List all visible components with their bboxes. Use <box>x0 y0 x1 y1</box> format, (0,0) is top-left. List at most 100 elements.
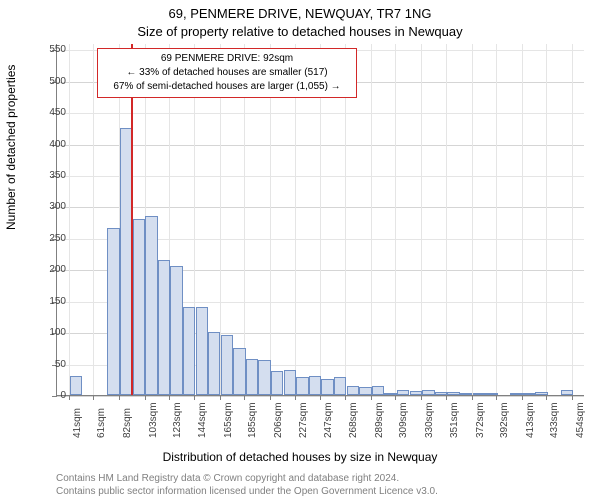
y-tick-label: 350 <box>26 170 66 181</box>
attribution-line: Contains public sector information licen… <box>56 485 438 498</box>
x-tick-label: 82sqm <box>122 408 133 438</box>
histogram-bar <box>473 393 485 395</box>
x-tick <box>446 395 447 400</box>
x-tick <box>244 395 245 400</box>
histogram-bar <box>422 390 434 395</box>
x-tick <box>69 395 70 400</box>
gridline <box>395 44 396 395</box>
attribution-text: Contains HM Land Registry data © Crown c… <box>56 472 438 498</box>
histogram-bar <box>510 393 522 395</box>
histogram-bar <box>170 266 182 395</box>
histogram-bar <box>347 386 359 395</box>
attribution-line: Contains HM Land Registry data © Crown c… <box>56 472 438 485</box>
x-tick-label: 330sqm <box>424 402 435 438</box>
x-tick <box>572 395 573 400</box>
y-tick-label: 250 <box>26 233 66 244</box>
x-tick-label: 227sqm <box>298 402 309 438</box>
x-tick-label: 165sqm <box>223 402 234 438</box>
histogram-bar <box>196 307 208 395</box>
x-tick <box>395 395 396 400</box>
chart-subtitle: Size of property relative to detached ho… <box>0 24 600 39</box>
x-axis-label: Distribution of detached houses by size … <box>0 450 600 464</box>
gridline <box>496 44 497 395</box>
x-tick-label: 185sqm <box>247 402 258 438</box>
x-tick <box>194 395 195 400</box>
x-tick <box>169 395 170 400</box>
x-tick-label: 144sqm <box>197 402 208 438</box>
x-tick-label: 392sqm <box>499 402 510 438</box>
x-tick-label: 433sqm <box>549 402 560 438</box>
histogram-bar <box>221 335 233 395</box>
x-tick-label: 454sqm <box>575 402 586 438</box>
x-tick-label: 247sqm <box>323 402 334 438</box>
histogram-bar <box>183 307 195 395</box>
y-axis-label: Number of detached properties <box>4 65 18 230</box>
histogram-bar <box>145 216 157 395</box>
histogram-bar <box>321 379 333 395</box>
y-tick-label: 200 <box>26 264 66 275</box>
histogram-bar <box>296 377 308 395</box>
histogram-bar <box>372 386 384 395</box>
y-tick-label: 400 <box>26 139 66 150</box>
histogram-bar <box>284 370 296 395</box>
x-tick <box>546 395 547 400</box>
x-tick <box>119 395 120 400</box>
x-tick <box>421 395 422 400</box>
histogram-bar <box>447 392 459 395</box>
x-tick <box>270 395 271 400</box>
gridline <box>522 44 523 395</box>
x-tick-label: 61sqm <box>96 408 107 438</box>
plot-area: 69 PENMERE DRIVE: 92sqm← 33% of detached… <box>56 44 584 396</box>
x-tick <box>496 395 497 400</box>
infobox-smaller: ← 33% of detached houses are smaller (51… <box>104 66 350 80</box>
histogram-bar <box>271 371 283 395</box>
histogram-bar <box>70 376 82 395</box>
x-tick <box>345 395 346 400</box>
histogram-bar <box>485 393 497 396</box>
histogram-bar <box>208 332 220 395</box>
histogram-bar <box>435 392 447 395</box>
x-tick-label: 372sqm <box>475 402 486 438</box>
histogram-bar <box>309 376 321 395</box>
histogram-bar <box>233 348 245 395</box>
histogram-bar <box>523 393 535 395</box>
chart-container: 69, PENMERE DRIVE, NEWQUAY, TR7 1NG Size… <box>0 0 600 500</box>
histogram-bar <box>158 260 170 395</box>
y-tick-label: 0 <box>26 390 66 401</box>
property-infobox: 69 PENMERE DRIVE: 92sqm← 33% of detached… <box>97 48 357 98</box>
infobox-main: 69 PENMERE DRIVE: 92sqm <box>104 52 350 66</box>
x-tick <box>472 395 473 400</box>
x-tick-label: 413sqm <box>525 402 536 438</box>
histogram-bar <box>359 387 371 395</box>
x-tick-label: 103sqm <box>148 402 159 438</box>
histogram-bar <box>561 390 573 395</box>
y-tick-label: 300 <box>26 201 66 212</box>
x-tick-label: 123sqm <box>172 402 183 438</box>
gridline <box>446 44 447 395</box>
histogram-bar <box>258 360 270 395</box>
y-tick-label: 100 <box>26 327 66 338</box>
gridline <box>371 44 372 395</box>
y-tick-label: 150 <box>26 296 66 307</box>
x-tick <box>320 395 321 400</box>
gridline <box>546 44 547 395</box>
histogram-bar <box>384 393 396 395</box>
chart-title: 69, PENMERE DRIVE, NEWQUAY, TR7 1NG <box>0 6 600 21</box>
histogram-bar <box>107 228 119 395</box>
histogram-bar <box>535 392 547 395</box>
x-tick-label: 41sqm <box>72 408 83 438</box>
x-tick-label: 206sqm <box>273 402 284 438</box>
gridline <box>69 44 70 395</box>
x-tick-label: 309sqm <box>398 402 409 438</box>
gridline <box>572 44 573 395</box>
x-tick <box>145 395 146 400</box>
y-tick-label: 500 <box>26 76 66 87</box>
histogram-bar <box>397 390 409 395</box>
gridline <box>421 44 422 395</box>
x-tick <box>93 395 94 400</box>
x-tick <box>522 395 523 400</box>
gridline <box>93 44 94 395</box>
y-tick-label: 450 <box>26 107 66 118</box>
x-tick <box>371 395 372 400</box>
gridline <box>472 44 473 395</box>
